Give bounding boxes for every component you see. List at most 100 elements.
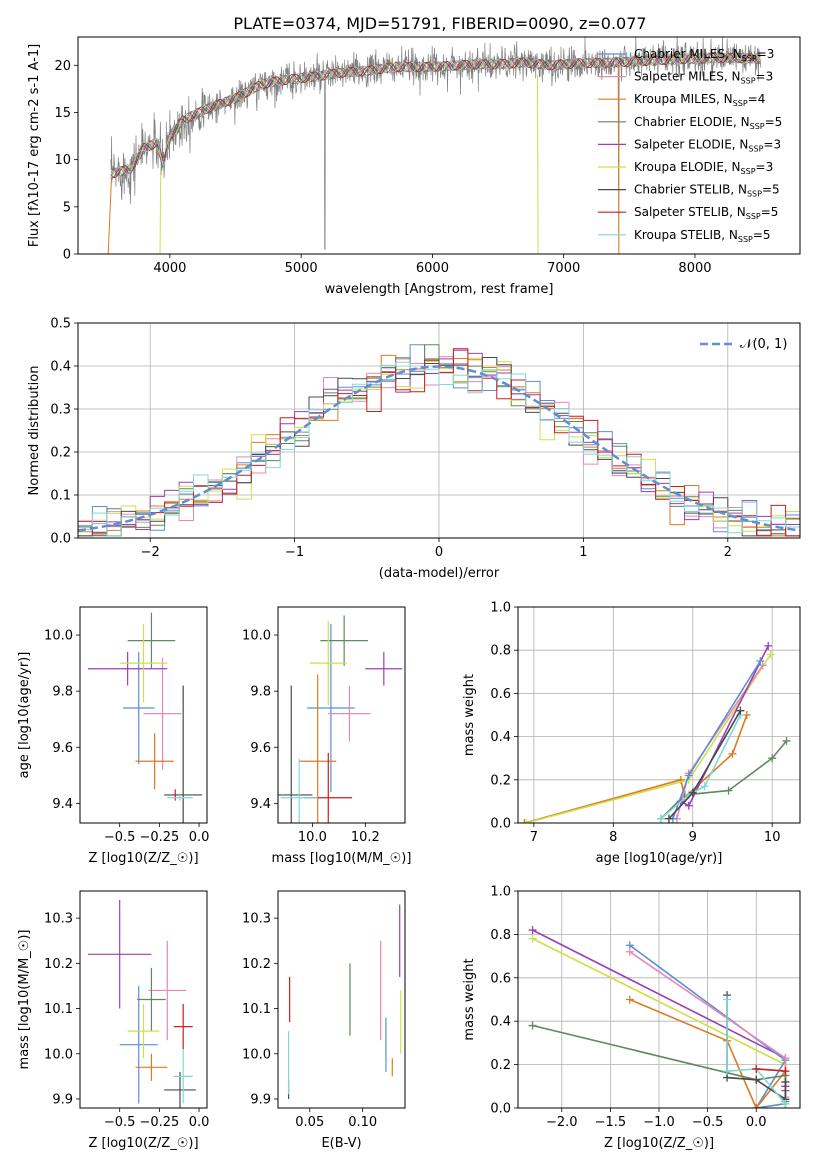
- model-edge: [617, 65, 620, 254]
- panel-mass-vs-ebv: 0.05 0.10 9.9 10.0 10.1 10.2 10.3 E(B-V): [242, 890, 406, 1151]
- y-tick-label: 0.0: [50, 532, 71, 547]
- weight-marker: [752, 1064, 761, 1073]
- x-axis-label: age [log10(age/yr)]: [596, 851, 723, 866]
- legend-label: Chabrier MILES, NSSP=3: [634, 47, 774, 63]
- x-tick-label: 5000: [285, 261, 318, 276]
- weight-marker: [752, 1075, 761, 1084]
- y-tick-label: 9.8: [52, 685, 73, 700]
- x-tick-label: 0.05: [295, 1115, 324, 1130]
- weight-marker: [728, 749, 737, 758]
- panel-massweight-vs-age: 7 8 9 10 0.0 0.2 0.4 0.6 0.8 1.0 age [log10(age/yr…: [462, 601, 801, 866]
- x-tick-label: −2.0: [546, 1115, 578, 1130]
- x-tick-label: 6000: [416, 261, 449, 276]
- weight-marker: [625, 995, 634, 1004]
- y-tick-label: 5: [63, 200, 71, 215]
- y-tick-label: 0.1: [50, 489, 71, 504]
- x-tick-label: −0.25: [139, 830, 179, 845]
- weight-line: [525, 654, 772, 823]
- y-tick-label: 0.5: [50, 317, 71, 332]
- model-spectrum: [110, 52, 761, 177]
- y-tick-label: 9.9: [250, 1092, 271, 1107]
- axes-frame-spectrum: 4000 5000 6000 7000 8000 0 5 10 15 20 wavelength […: [27, 36, 801, 297]
- axes-frame: [79, 890, 208, 1109]
- legend-label: Salpeter MILES, NSSP=3: [634, 70, 773, 86]
- x-tick-label: 0.0: [746, 1115, 767, 1130]
- y-tick-label: 0.6: [490, 687, 511, 702]
- model-edge: [159, 169, 162, 254]
- histogram-chabrier-elodie: [78, 344, 800, 537]
- x-tick-label: 1: [579, 545, 587, 560]
- axes-frame-residuals: −2 −1 0 1 2 0.0 0.1 0.2 0.3 0.4 0.5 (data-model)/er…: [27, 317, 801, 581]
- y-axis-label: Flux [fλ10-17 erg cm-2 s-1 A-1]: [27, 44, 42, 247]
- x-tick-label: 0.10: [348, 1115, 377, 1130]
- weight-line: [756, 1068, 786, 1072]
- x-axis-label: mass [log10(M/M_☉)]: [272, 851, 412, 866]
- weight-line: [629, 944, 787, 1108]
- x-tick-label: −1.5: [595, 1115, 627, 1130]
- y-axis-label: mass weight: [462, 674, 477, 756]
- x-tick-label: 4000: [153, 261, 186, 276]
- x-tick-label: 8: [609, 830, 617, 845]
- weight-marker: [664, 814, 673, 823]
- weight-marker: [684, 771, 693, 780]
- weight-marker: [752, 1104, 761, 1108]
- y-tick-label: 10: [54, 153, 71, 168]
- weight-marker: [736, 706, 745, 715]
- plot-area-mass-vs-z: [87, 900, 196, 1108]
- legend-label: Salpeter STELIB, NSSP=5: [634, 205, 778, 221]
- y-tick-label: 10.2: [242, 957, 271, 972]
- x-tick-label: 10.0: [298, 830, 327, 845]
- y-tick-label: 10.0: [242, 1047, 271, 1062]
- histogram-kroupa-stelib: [78, 361, 800, 537]
- panel-spectrum: 4000 5000 6000 7000 8000 0 5 10 15 20 wavelength […: [27, 36, 801, 297]
- y-tick-label: 9.4: [250, 797, 271, 812]
- panel-age-vs-z: −0.5 −0.25 0.0 9.4 9.6 9.8 10.0 Z [log10(Z/Z_☉)…: [17, 606, 210, 866]
- weight-marker: [781, 1077, 790, 1086]
- axes-frame-massweight-vs-age: 7 8 9 10 0.0 0.2 0.4 0.6 0.8 1.0 age [log10(age/yr…: [462, 601, 801, 866]
- x-tick-label: 2: [724, 545, 732, 560]
- y-tick-label: 9.6: [250, 741, 271, 756]
- weight-marker: [764, 641, 773, 650]
- weight-line: [660, 714, 742, 820]
- weight-line: [726, 999, 787, 1105]
- weight-marker: [781, 1067, 790, 1076]
- axes-frame-massweight-vs-z: −2.0 −1.5 −1.0 −0.5 0.0 0.0 0.2 0.4 0.6 0.8 1.0 Z […: [462, 885, 801, 1151]
- legend-label: Chabrier STELIB, NSSP=5: [634, 183, 780, 199]
- x-tick-label: 7: [530, 830, 538, 845]
- model-spectrum: [110, 52, 761, 179]
- weight-marker: [781, 1054, 790, 1063]
- model-spectrum: [110, 52, 761, 179]
- x-axis-label: Z [log10(Z/Z_☉)]: [88, 1136, 198, 1151]
- x-tick-label: 0: [435, 545, 443, 560]
- weight-marker: [528, 926, 537, 935]
- x-tick-label: −1.0: [643, 1115, 675, 1130]
- model-spectrum: [110, 52, 761, 178]
- x-tick-label: 10: [764, 830, 781, 845]
- legend-label: Salpeter ELODIE, NSSP=3: [634, 137, 781, 153]
- plot-area-spectrum: [107, 37, 761, 254]
- legend-label: Chabrier ELODIE, NSSP=5: [634, 115, 782, 131]
- y-tick-label: 0: [63, 248, 71, 263]
- y-tick-label: 10.3: [44, 912, 73, 927]
- weight-marker: [766, 650, 775, 659]
- y-tick-label: 0.4: [490, 1015, 511, 1030]
- y-tick-label: 10.1: [242, 1002, 271, 1017]
- x-tick-label: 0.0: [189, 1115, 210, 1130]
- weight-marker: [768, 754, 777, 763]
- y-tick-label: 20: [54, 59, 71, 74]
- x-axis-label: wavelength [Angstrom, rest frame]: [325, 282, 554, 297]
- weight-marker: [781, 1099, 790, 1108]
- x-axis-label: E(B-V): [321, 1136, 361, 1151]
- y-tick-label: 0.6: [490, 971, 511, 986]
- x-tick-label: 8000: [678, 261, 711, 276]
- x-tick-label: 0.0: [189, 830, 210, 845]
- x-axis-label: Z [log10(Z/Z_☉)]: [604, 1136, 714, 1151]
- y-tick-label: 0.3: [50, 403, 71, 418]
- weight-marker: [684, 801, 693, 810]
- axes-frame: [517, 606, 801, 824]
- y-tick-label: 1.0: [490, 885, 511, 900]
- y-axis-label: mass [log10(M/M_☉)]: [17, 930, 32, 1070]
- weight-marker: [688, 788, 697, 797]
- x-axis-label: (data-model)/error: [379, 566, 500, 581]
